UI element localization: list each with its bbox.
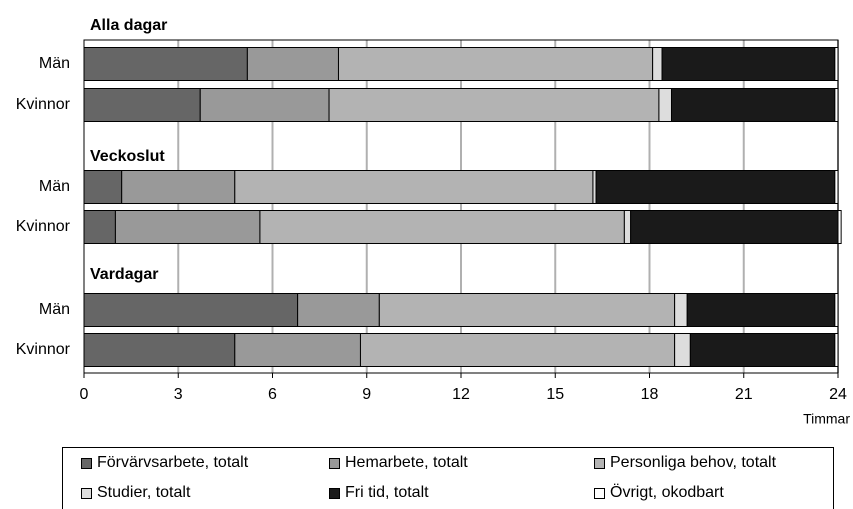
x-tick-label: 15 [546, 386, 564, 403]
legend-item: Studier, totalt [81, 484, 190, 502]
legend-label: Övrigt, okodbart [610, 484, 724, 501]
bar-segment [83, 88, 201, 122]
legend-item: Fri tid, totalt [329, 484, 429, 502]
bar-segment [234, 333, 361, 367]
group-title: Alla dagar [90, 17, 167, 34]
x-tick-label: 24 [829, 386, 847, 403]
bar-segment [83, 333, 236, 367]
bar-segment [658, 88, 672, 122]
bar-segment [246, 47, 339, 81]
bar-segment [114, 210, 261, 244]
group-title: Veckoslut [90, 148, 165, 165]
bar-segment [686, 293, 836, 327]
x-tick-label: 12 [452, 386, 470, 403]
x-tick-label: 0 [80, 386, 89, 403]
legend-swatch [81, 487, 92, 499]
x-tick-label: 9 [362, 386, 371, 403]
bar-segment [337, 47, 654, 81]
bar-segment [623, 210, 632, 244]
bar-segment [834, 47, 839, 81]
bar-segment [595, 170, 836, 204]
bar-segment [328, 88, 660, 122]
x-tick-label: 3 [174, 386, 183, 403]
row-label: Kvinnor [16, 96, 71, 113]
row-label: Kvinnor [16, 218, 71, 235]
x-axis-label: Timmar [803, 411, 850, 427]
legend-item: Övrigt, okodbart [594, 484, 724, 502]
bar-segment [297, 293, 380, 327]
legend-swatch [81, 457, 92, 469]
bar-segment [834, 333, 839, 367]
bar-segment [83, 293, 299, 327]
x-tick-label: 6 [268, 386, 277, 403]
legend-label: Studier, totalt [97, 484, 191, 501]
bar-segment [689, 333, 836, 367]
legend-swatch [594, 487, 605, 499]
bar-segment [199, 88, 330, 122]
bar-segment [652, 47, 663, 81]
bar-segment [674, 333, 691, 367]
bar-segment [83, 170, 123, 204]
legend-label: Personliga behov, totalt [610, 454, 777, 471]
legend-label: Förvärvsarbete, totalt [97, 454, 249, 471]
bar-segment [834, 88, 839, 122]
row-label: Kvinnor [16, 341, 71, 358]
chart: Alla dagar Män Kvinnor Veckoslut Män Kvinnor V… [16, 17, 851, 427]
legend-item: Hemarbete, totalt [329, 454, 468, 472]
legend-label: Fri tid, totalt [345, 484, 429, 501]
bar-segment [234, 170, 594, 204]
legend-label: Hemarbete, totalt [345, 454, 468, 471]
bar-segment [661, 47, 836, 81]
bar-segment [834, 170, 839, 204]
row-label: Män [39, 301, 70, 318]
legend: Förvärvsarbete, totalt Hemarbete, totalt P… [62, 447, 834, 509]
bar-segment [359, 333, 676, 367]
bar-segment [674, 293, 688, 327]
legend-item: Förvärvsarbete, totalt [81, 454, 248, 472]
bar-segment [837, 210, 842, 244]
legend-swatch [329, 487, 340, 499]
x-tick-label: 21 [735, 386, 753, 403]
bar-segment [121, 170, 236, 204]
row-label: Män [39, 178, 70, 195]
legend-swatch [594, 457, 605, 469]
x-tick-label: 18 [641, 386, 659, 403]
bar-segment [670, 88, 836, 122]
bar-segment [259, 210, 625, 244]
bar-segment [834, 293, 839, 327]
legend-swatch [329, 457, 340, 469]
bar-segment [630, 210, 839, 244]
bar-segment [83, 47, 248, 81]
bar-segment [378, 293, 676, 327]
row-label: Män [39, 55, 70, 72]
bar-segment [83, 210, 116, 244]
group-title: Vardagar [90, 266, 158, 283]
legend-item: Personliga behov, totalt [594, 454, 776, 472]
